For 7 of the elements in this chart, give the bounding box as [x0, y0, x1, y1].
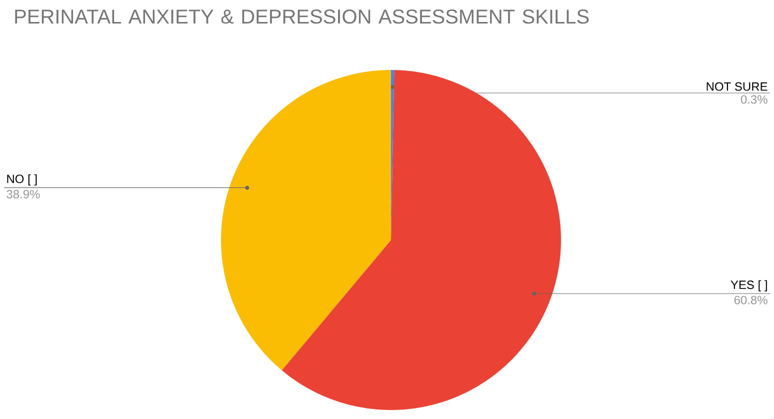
data-label: 60.8% — [734, 296, 768, 304]
data-label: 0.3% — [740, 95, 768, 104]
data-label: 38.9% — [6, 190, 40, 198]
slice-label: NOT SURE — [706, 82, 768, 91]
slice-label: YES [ ] — [730, 280, 767, 292]
chart-title: PERINATAL ANXIETY & DEPRESSION ASSESSMENT SKILLS — [15, 10, 589, 24]
slice-label: NO [ ] — [7, 174, 37, 186]
